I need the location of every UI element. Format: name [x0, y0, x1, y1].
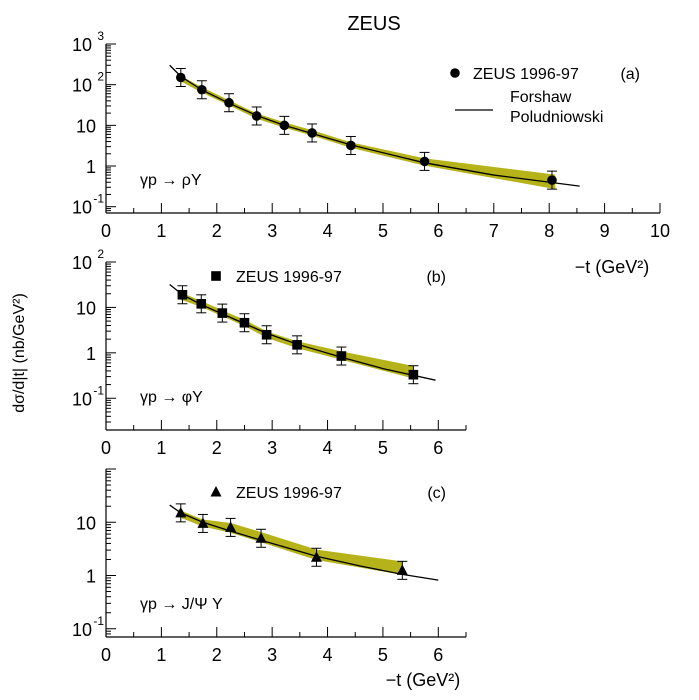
x-tick-label: 4 [323, 438, 333, 458]
x-tick-label: 1 [156, 438, 166, 458]
x-tick-label: 9 [600, 221, 610, 241]
x-tick-label: 0 [101, 645, 111, 665]
data-point [224, 97, 234, 108]
panel-label: (c) [427, 485, 446, 502]
x-tick-label: 6 [433, 645, 443, 665]
model-uncertainty-band [177, 73, 556, 190]
data-point [217, 308, 228, 318]
x-tick-label: 3 [267, 645, 277, 665]
reaction-label: γp → ρY [140, 172, 202, 189]
y-tick-exponent: -1 [93, 383, 104, 397]
x-tick-label: 3 [267, 221, 277, 241]
data-point [279, 120, 290, 131]
figure-title: ZEUS [347, 13, 400, 35]
data-point [175, 72, 186, 83]
y-tick-exponent: 2 [97, 247, 104, 261]
legend-marker [210, 486, 222, 497]
x-tick-label: 3 [267, 438, 277, 458]
data-point [196, 299, 207, 309]
data-point [346, 140, 356, 151]
legend-curve-label: Forshaw [510, 89, 572, 106]
x-tick-label: 2 [212, 221, 222, 241]
legend-curve-label: Poludniowski [510, 109, 603, 126]
y-tick-label: 10 [76, 298, 96, 318]
x-tick-label: 8 [544, 221, 554, 241]
model-curve [169, 283, 436, 381]
data-point [251, 111, 262, 121]
x-tick-label: 1 [156, 221, 166, 241]
y-tick-label: 1 [86, 344, 96, 364]
data-point [408, 369, 419, 380]
x-tick-label: 0 [101, 438, 111, 458]
legend-marker [211, 271, 221, 281]
reaction-label: γp → φY [140, 389, 203, 406]
y-tick-label: 10 [76, 513, 96, 533]
y-tick-exponent: 2 [97, 70, 104, 84]
x-tick-label: 4 [323, 221, 333, 241]
model-uncertainty-band [177, 291, 414, 379]
legend-data-label: ZEUS 1996-97 [473, 66, 579, 83]
data-point [239, 317, 250, 328]
x-axis-label: −t (GeV²) [575, 257, 650, 277]
data-point [396, 564, 408, 575]
data-point [197, 517, 209, 528]
x-tick-label: 5 [378, 645, 388, 665]
y-tick-label: 10 [76, 116, 96, 136]
panel-label: (a) [620, 66, 640, 83]
data-point [292, 340, 302, 350]
data-point [177, 289, 188, 300]
data-point [197, 84, 207, 95]
model-uncertainty-band [177, 509, 403, 575]
y-tick-label: 1 [86, 157, 96, 177]
x-tick-label: 5 [378, 221, 388, 241]
y-tick-exponent: -1 [93, 614, 104, 628]
x-tick-label: 4 [323, 645, 333, 665]
y-tick-exponent: 3 [97, 29, 104, 43]
data-point [175, 506, 187, 518]
x-tick-label: 0 [101, 221, 111, 241]
y-tick-exponent: -1 [93, 192, 104, 206]
x-tick-label: 6 [433, 438, 443, 458]
y-tick-label: 10 [72, 389, 92, 409]
panel-label: (b) [426, 269, 446, 286]
x-tick-label: 6 [433, 221, 443, 241]
data-point [336, 351, 347, 361]
x-tick-label: 1 [156, 645, 166, 665]
x-tick-label: 7 [489, 221, 499, 241]
x-tick-label: 2 [212, 438, 222, 458]
data-point [261, 329, 272, 340]
legend-marker [450, 68, 460, 78]
y-tick-label: 1 [86, 567, 96, 587]
y-tick-label: 10 [72, 253, 92, 273]
x-axis-label: −t (GeV²) [386, 670, 461, 690]
x-tick-label: 10 [650, 221, 670, 241]
reaction-label: γp → J/Ψ Y [140, 596, 223, 613]
data-point [225, 521, 237, 532]
legend-data-label: ZEUS 1996-97 [236, 485, 342, 502]
data-point [419, 156, 430, 167]
shared-y-axis-label: dσ/d|t| (nb/GeV²) [11, 293, 28, 413]
data-point [310, 551, 322, 562]
y-tick-label: 10 [72, 35, 92, 55]
y-tick-label: 10 [72, 76, 92, 96]
data-point [307, 128, 317, 138]
y-tick-label: 10 [72, 198, 92, 218]
legend-data-label: ZEUS 1996-97 [236, 269, 342, 286]
x-tick-label: 5 [378, 438, 388, 458]
data-point [547, 175, 557, 185]
y-tick-label: 10 [72, 620, 92, 640]
x-tick-label: 2 [212, 645, 222, 665]
data-point [255, 532, 267, 543]
